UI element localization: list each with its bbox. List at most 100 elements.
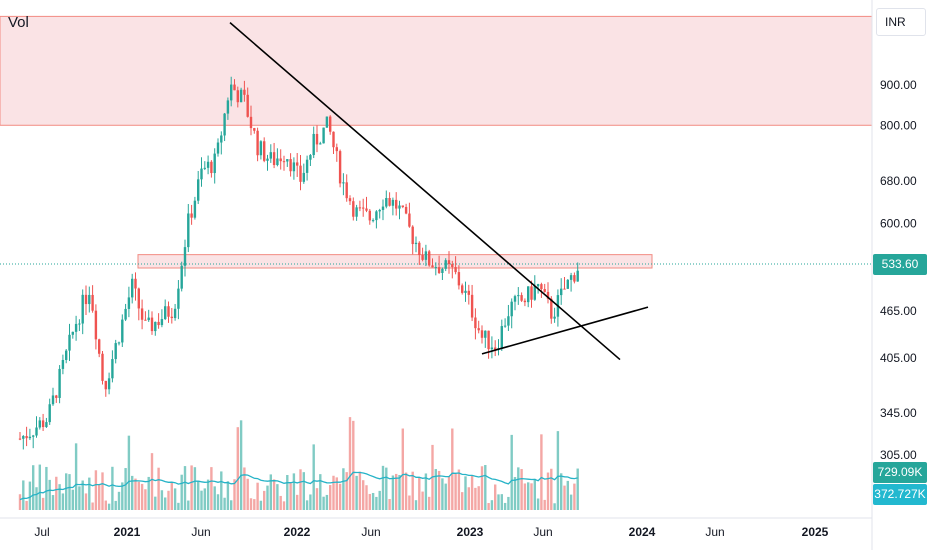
candle bbox=[246, 87, 249, 118]
candle bbox=[137, 287, 140, 321]
volume-bar bbox=[573, 483, 576, 510]
candle bbox=[117, 341, 121, 346]
volume-bar bbox=[111, 466, 114, 510]
candle bbox=[124, 303, 127, 322]
candle bbox=[206, 155, 210, 175]
candle bbox=[127, 286, 131, 318]
candle bbox=[197, 170, 200, 205]
candle bbox=[507, 304, 510, 331]
candle bbox=[335, 143, 338, 162]
candle bbox=[78, 319, 81, 332]
candle bbox=[286, 159, 289, 167]
candle bbox=[553, 307, 556, 323]
volume-bar bbox=[414, 500, 418, 510]
volume-bar bbox=[381, 465, 385, 510]
currency-selector[interactable]: INR bbox=[876, 8, 926, 36]
volume-bar bbox=[404, 472, 408, 510]
candle bbox=[91, 285, 94, 313]
volume-bar bbox=[25, 500, 28, 510]
volume-bar bbox=[329, 485, 332, 510]
candle bbox=[263, 137, 266, 163]
candle bbox=[243, 80, 246, 102]
volume-bar bbox=[177, 502, 180, 510]
volume-bar bbox=[134, 478, 137, 510]
volume-bar bbox=[55, 476, 58, 510]
volume-bar bbox=[259, 500, 263, 510]
volume-bar bbox=[494, 484, 497, 510]
volume-bar bbox=[289, 482, 292, 510]
volume-tag: 729.09K bbox=[873, 462, 927, 483]
candle bbox=[279, 149, 282, 170]
candle bbox=[474, 308, 477, 340]
candle bbox=[226, 97, 230, 120]
candle bbox=[467, 284, 470, 305]
candle bbox=[365, 196, 368, 213]
candle bbox=[329, 115, 332, 135]
candle bbox=[150, 311, 154, 335]
candle bbox=[203, 161, 206, 171]
candle bbox=[444, 258, 447, 272]
volume-bar bbox=[61, 493, 65, 510]
price-tick-label: 600.00 bbox=[880, 217, 917, 231]
volume-bar bbox=[147, 476, 150, 510]
candle bbox=[527, 286, 530, 308]
volume-bar bbox=[164, 497, 167, 510]
candle bbox=[170, 307, 173, 324]
volume-bar bbox=[543, 499, 546, 510]
volume-bar bbox=[74, 443, 78, 510]
candle bbox=[210, 160, 213, 178]
volume-bar bbox=[560, 473, 563, 510]
candle bbox=[325, 116, 329, 128]
volume-bar bbox=[296, 494, 299, 510]
volume-bar bbox=[127, 435, 131, 510]
volume-bar bbox=[378, 490, 381, 510]
candle bbox=[560, 278, 563, 305]
candle bbox=[556, 289, 560, 327]
candle bbox=[362, 198, 365, 217]
candle bbox=[332, 131, 335, 155]
candle bbox=[431, 258, 434, 268]
volume-ma-line bbox=[19, 471, 578, 501]
candle bbox=[51, 387, 55, 406]
volume-bar bbox=[563, 485, 566, 510]
candle bbox=[74, 315, 78, 341]
time-tick-label: 2022 bbox=[284, 525, 311, 539]
candle bbox=[140, 299, 144, 330]
volume-bar bbox=[51, 495, 55, 510]
volume-bar bbox=[81, 480, 84, 510]
volume-bar bbox=[22, 480, 25, 510]
volume-bar bbox=[71, 489, 74, 510]
chart-title: Vol bbox=[8, 14, 29, 31]
last-price-tag: 533.60 bbox=[873, 254, 927, 275]
volume-bar bbox=[78, 486, 81, 510]
candle bbox=[233, 79, 236, 91]
volume-bar bbox=[137, 481, 140, 510]
volume-bar bbox=[487, 503, 490, 510]
volume-bar bbox=[65, 473, 68, 510]
resistance-zones bbox=[0, 15, 873, 269]
candle bbox=[107, 372, 111, 395]
volume-bar bbox=[566, 480, 569, 510]
volume-bar bbox=[484, 465, 487, 510]
volume-bar bbox=[362, 480, 365, 510]
volume-bar bbox=[233, 479, 236, 510]
volume-bar bbox=[513, 477, 517, 510]
candle bbox=[312, 126, 315, 159]
volume-bar bbox=[470, 475, 474, 510]
volume-bar bbox=[510, 434, 513, 510]
volume-bar bbox=[536, 498, 540, 510]
volume-bar bbox=[325, 494, 329, 510]
volume-bar bbox=[173, 488, 177, 510]
volume-bar bbox=[388, 499, 391, 510]
volume-bar bbox=[408, 495, 411, 510]
volume-bar bbox=[342, 468, 345, 510]
volume-bar bbox=[263, 490, 266, 510]
candle bbox=[315, 125, 319, 153]
volume-bar bbox=[569, 494, 573, 510]
candle bbox=[494, 340, 497, 357]
candle bbox=[299, 154, 302, 191]
candle bbox=[216, 138, 220, 157]
time-tick-label: 2021 bbox=[114, 525, 141, 539]
candle bbox=[398, 200, 401, 220]
